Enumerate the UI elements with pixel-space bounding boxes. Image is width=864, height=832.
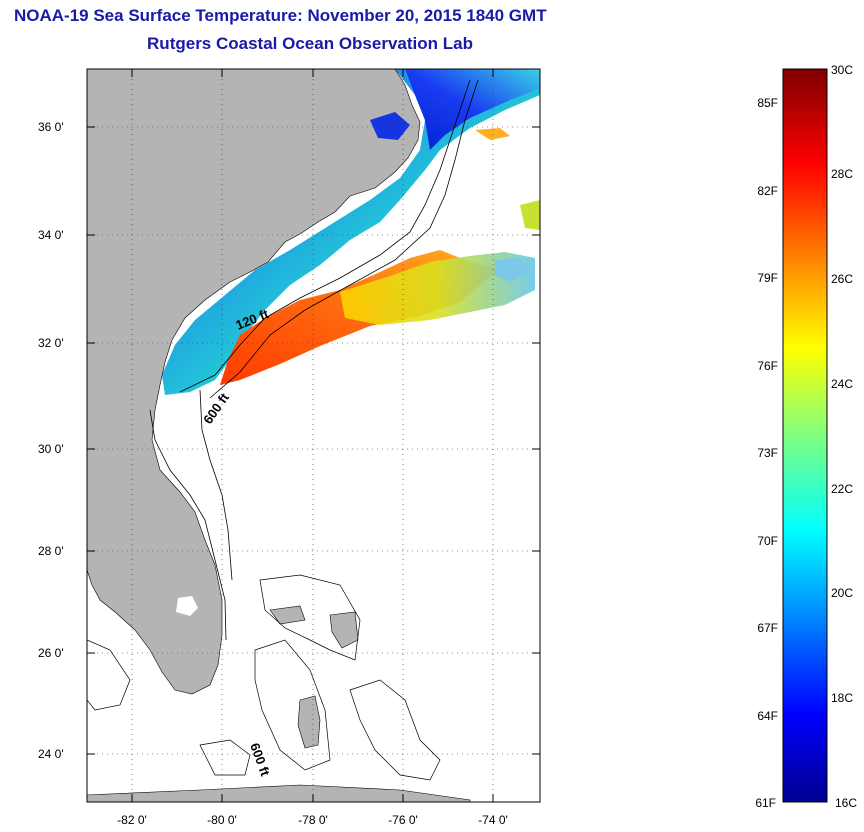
colorbar-label-f: 73F xyxy=(757,446,778,460)
colorbar-label-c: 18C xyxy=(831,691,853,705)
lat-label-24: 24 0' xyxy=(38,747,64,761)
lat-label-30: 30 0' xyxy=(38,442,64,456)
colorbar-label-f: 64F xyxy=(757,709,778,723)
lon-label-74: -74 0' xyxy=(478,813,508,827)
colorbar-label-f: 82F xyxy=(757,184,778,198)
lon-label-82: -82 0' xyxy=(117,813,147,827)
map-gridlines xyxy=(87,69,540,802)
lon-label-78: -78 0' xyxy=(298,813,328,827)
colorbar-label-c: 20C xyxy=(831,586,853,600)
land-mainland xyxy=(87,69,421,695)
land-abaco-island xyxy=(329,611,359,649)
colorbar-label-f: 70F xyxy=(757,534,778,548)
land-grand-bahama xyxy=(269,605,306,625)
map-subtitle: Rutgers Coastal Ocean Observation Lab xyxy=(147,34,473,53)
colorbar-label-c: 30C xyxy=(831,63,853,77)
sst-north-cold-water xyxy=(405,69,540,150)
map-content: 120 ft 600 ft 600 ft xyxy=(87,69,540,802)
colorbar-label-c: 28C xyxy=(831,167,853,181)
colorbar-label-c: 24C xyxy=(831,377,853,391)
land-cuba xyxy=(87,784,471,802)
lat-label-34: 34 0' xyxy=(38,228,64,242)
colorbar-label-f: 61F xyxy=(755,796,776,810)
colorbar-label-f: 76F xyxy=(757,359,778,373)
colorbar-label-c: 26C xyxy=(831,272,853,286)
lat-label-32: 32 0' xyxy=(38,336,64,350)
contour-120ft-florida xyxy=(149,409,227,641)
contour-600ft-florida xyxy=(199,389,233,581)
lake-okeechobee xyxy=(176,596,198,616)
lat-label-26: 26 0' xyxy=(38,646,64,660)
colorbar-label-f: 67F xyxy=(757,621,778,635)
lat-label-36: 36 0' xyxy=(38,120,64,134)
contour-120ft xyxy=(179,79,471,393)
contour-600ft xyxy=(209,79,479,399)
colorbar-label-f: 79F xyxy=(757,271,778,285)
sst-patch xyxy=(495,258,530,282)
colorbar-label-f: 85F xyxy=(757,96,778,110)
sst-offshore-band xyxy=(340,252,535,325)
sst-shelf-water xyxy=(162,69,540,395)
colorbar xyxy=(782,68,828,803)
contour-exuma-bank xyxy=(349,679,441,781)
contour-gulf-shelf xyxy=(87,639,131,711)
sst-patch xyxy=(520,200,540,230)
colorbar-label-c: 22C xyxy=(831,482,853,496)
lat-label-28: 28 0' xyxy=(38,544,64,558)
contour-bahamas-bank xyxy=(259,574,361,661)
contour-cay-sal-bank xyxy=(199,739,251,776)
map-title: NOAA-19 Sea Surface Temperature: Novembe… xyxy=(14,6,547,25)
sst-patch xyxy=(475,128,510,140)
lon-label-80: -80 0' xyxy=(207,813,237,827)
sst-pamlico-sound xyxy=(370,112,410,140)
lon-label-76: -76 0' xyxy=(388,813,418,827)
axis-ticks xyxy=(87,69,540,802)
colorbar-label-c: 16C xyxy=(835,796,857,810)
land-andros-island xyxy=(297,695,321,749)
contour-great-bahama-bank xyxy=(254,639,331,771)
